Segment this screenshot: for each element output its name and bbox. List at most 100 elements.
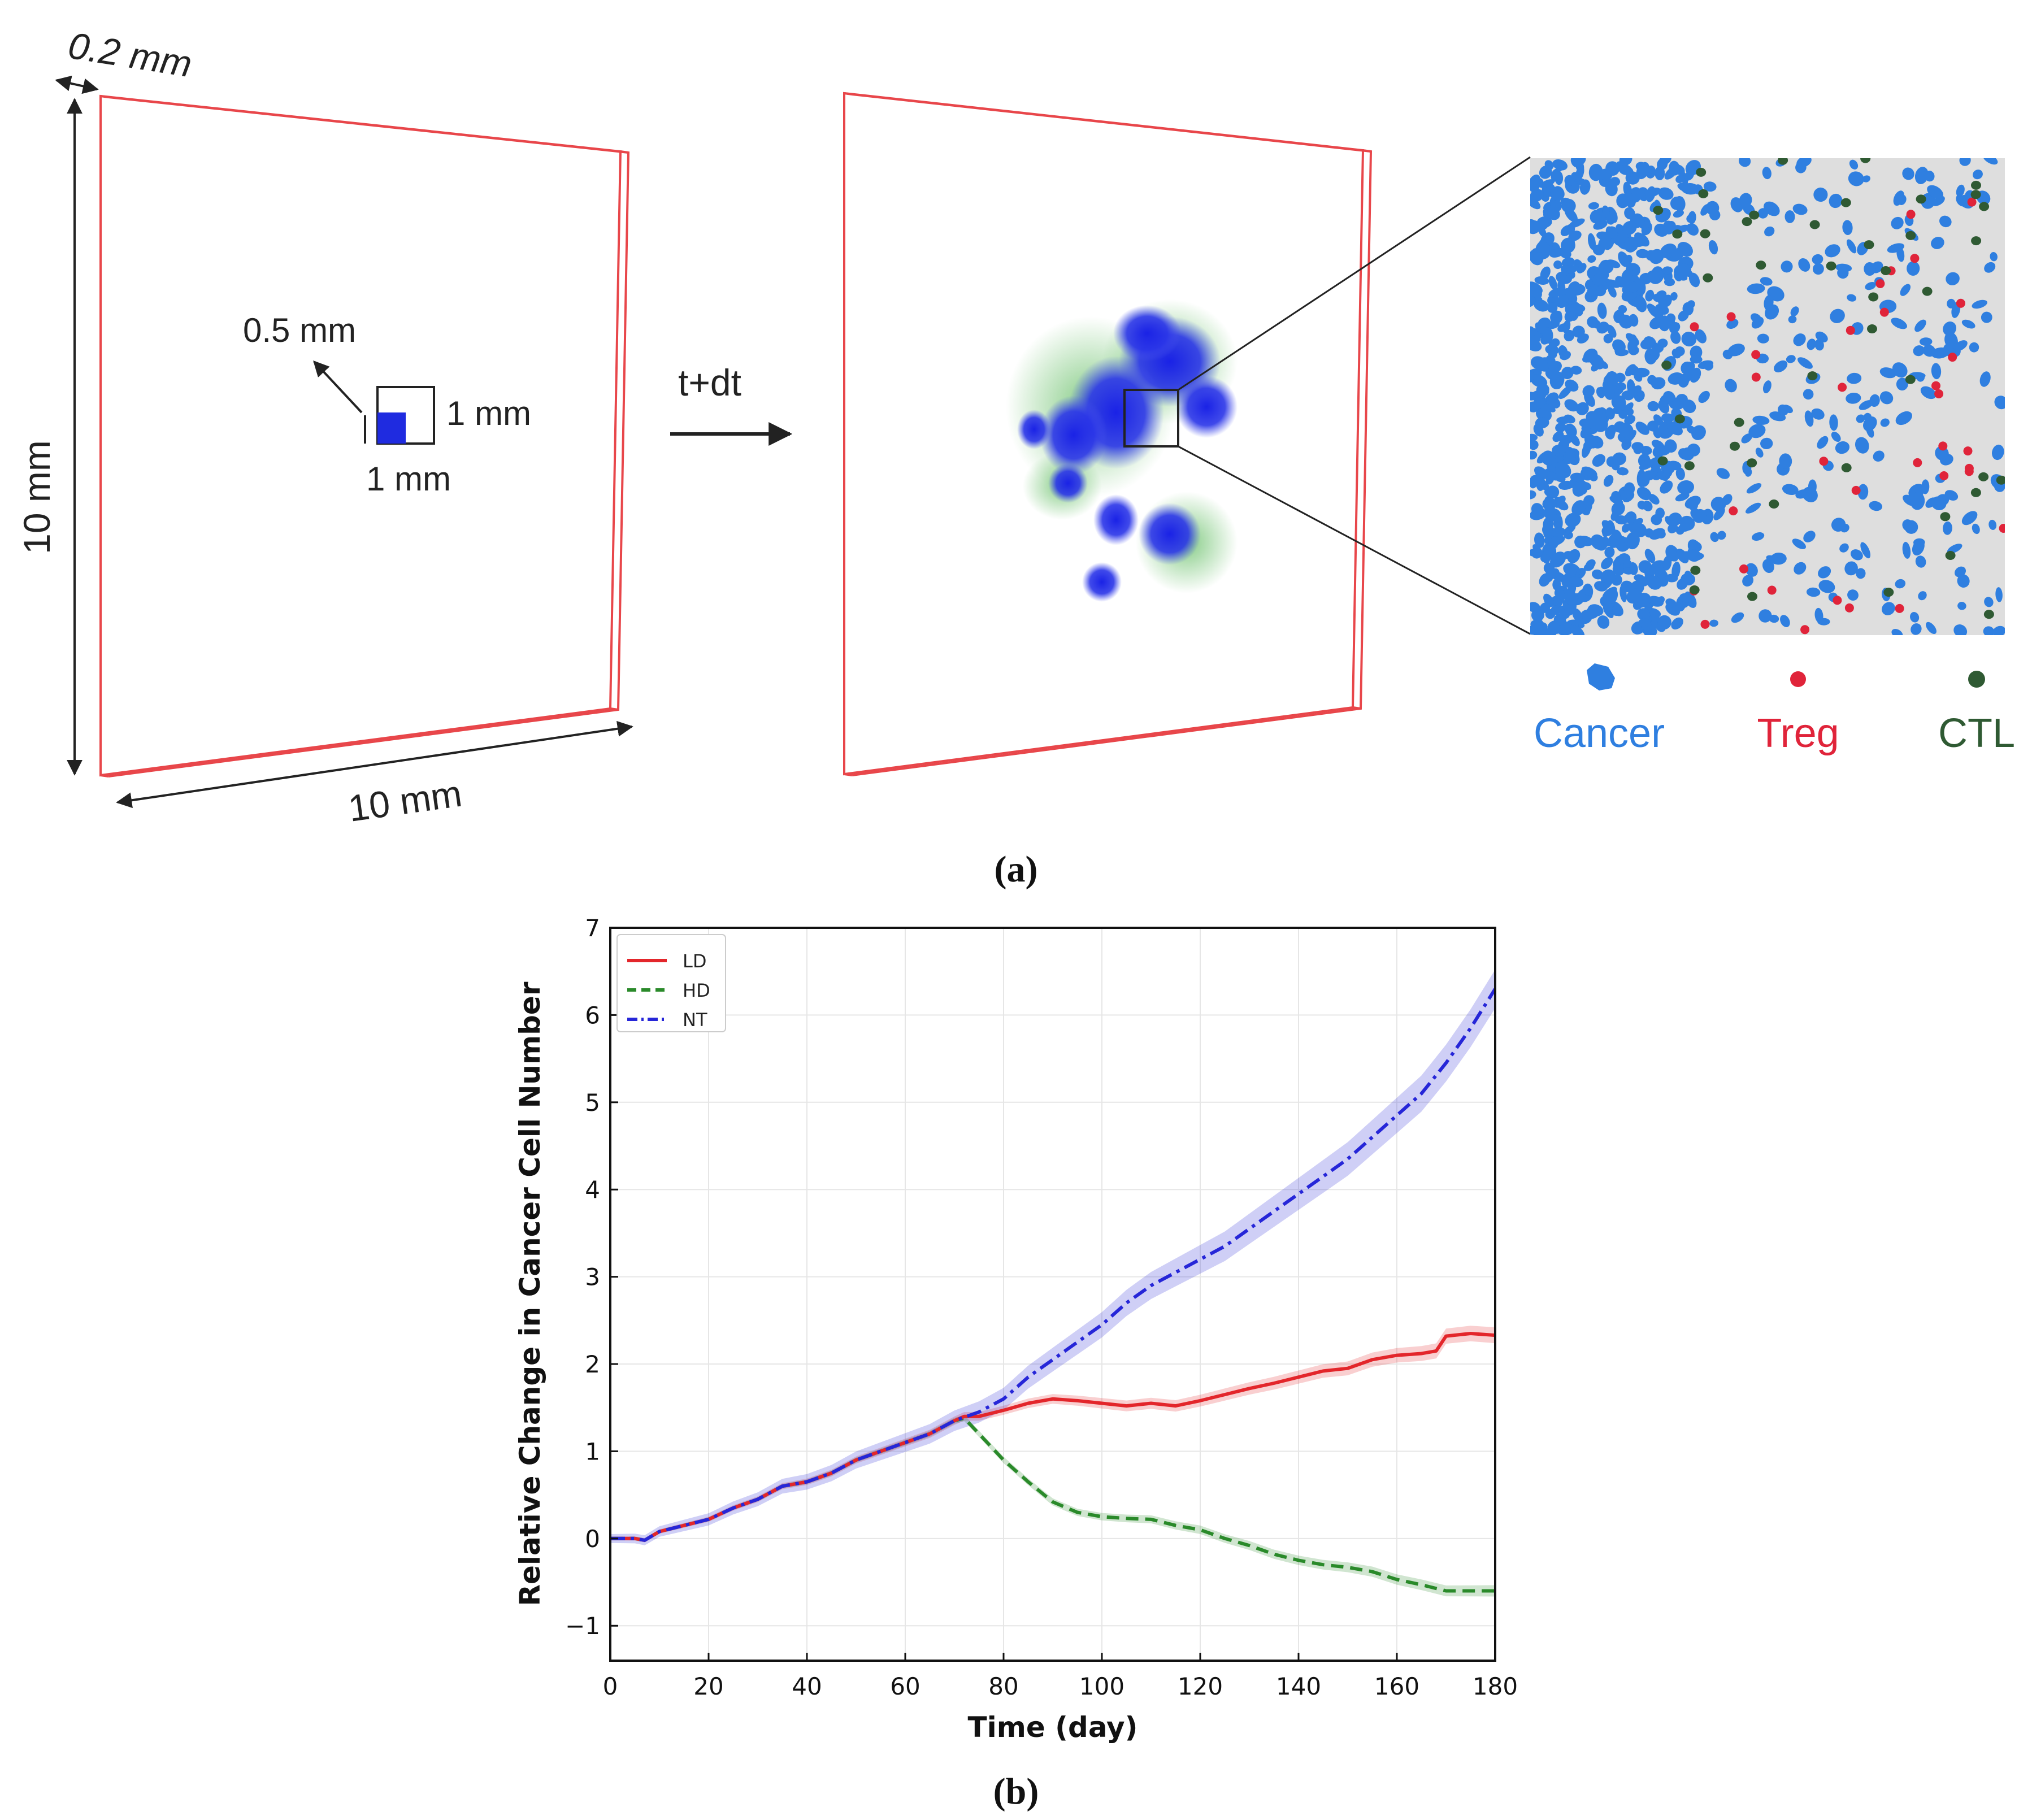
- inset-cancer-cell: [1746, 483, 1762, 494]
- inset-cancer-cell: [1561, 257, 1575, 268]
- inset-cancer-cell: [1583, 495, 1595, 506]
- inset-cancer-cell: [1550, 311, 1562, 324]
- inset-cancer-cell: [1939, 215, 1952, 228]
- inset-cancer-cell: [1556, 294, 1569, 307]
- inset-cancer-cell: [1815, 331, 1828, 342]
- inset-cancer-cell: [1825, 244, 1840, 258]
- inset-cancer-cell: [1596, 322, 1609, 334]
- treg-cell-icon: [1790, 671, 1806, 687]
- inset-cancer-cell: [1607, 259, 1621, 268]
- inset-cancer-cell: [1592, 273, 1605, 286]
- inset-cancer-cell: [1636, 190, 1647, 202]
- inset-cancer-cell: [1576, 402, 1589, 415]
- inset-cancer-cell: [1647, 575, 1662, 590]
- inset-cancer-cell: [1530, 490, 1536, 499]
- inset-cancer-cell: [1665, 598, 1677, 608]
- inset-cancer-cell: [1530, 392, 1538, 401]
- inset-cancer-cell: [1915, 555, 1926, 568]
- inset-cancer-cell: [1548, 361, 1562, 374]
- y-tick-label: −1: [565, 1612, 600, 1640]
- inset-cancer-cell: [1625, 511, 1637, 523]
- inset-cancer-cell: [1597, 615, 1610, 629]
- inset-cancer-cell: [1592, 454, 1606, 467]
- x-tick-label: 20: [693, 1673, 723, 1700]
- inset-cancer-cell: [1690, 355, 1703, 364]
- inset-cancer-cell: [1829, 414, 1838, 431]
- inset-cancer-cell: [1910, 612, 1920, 623]
- inset-cancer-cell: [1535, 240, 1547, 253]
- inset-cancer-cell: [1631, 442, 1644, 451]
- inset-cancer-cell: [1788, 315, 1797, 324]
- inset-cancer-cell: [1605, 279, 1621, 288]
- inset-cancer-cell: [1677, 578, 1688, 590]
- inset-treg-cell: [1875, 279, 1885, 288]
- inset-ctl-cell: [1883, 588, 1894, 597]
- inset-cancer-cell: [1607, 324, 1617, 338]
- time-step-arrow: t+dt: [670, 362, 793, 446]
- inset-cancer-cell: [1887, 243, 1905, 253]
- inset-ctl-cell: [1690, 566, 1701, 575]
- inset-cancer-cell: [1607, 226, 1618, 239]
- inset-cancer-cell: [1835, 441, 1850, 454]
- inset-cancer-cell: [1611, 395, 1626, 410]
- inset-treg-cell: [1838, 383, 1847, 392]
- inset-cancer-cell: [1659, 158, 1671, 165]
- inset-treg-cell: [1999, 524, 2005, 533]
- inset-cancer-cell: [1879, 367, 1896, 379]
- inset-cancer-cell: [1677, 183, 1692, 193]
- inset-cancer-cell: [1667, 461, 1682, 471]
- inset-cancer-cell: [1679, 593, 1692, 603]
- y-tick-label: 7: [585, 914, 600, 942]
- inset-treg-cell: [1879, 307, 1889, 317]
- inset-cancer-cell: [1926, 622, 1937, 635]
- inset-ctl-cell: [1905, 231, 1916, 240]
- y-tick-label: 0: [585, 1525, 600, 1553]
- inset-cancer-cell: [1956, 194, 1966, 207]
- inset-cancer-cell: [1533, 628, 1549, 635]
- inset-treg-cell: [1751, 372, 1761, 382]
- inset-cancer-cell: [1912, 539, 1925, 556]
- inset-cancer-cell: [1752, 532, 1765, 541]
- inset-cancer-cell: [1677, 242, 1693, 257]
- inset-cancer-cell: [1626, 588, 1643, 604]
- inset-cancer-cell: [1698, 390, 1710, 403]
- inset-cancer-cell: [1725, 379, 1737, 393]
- inset-cancer-cell: [1931, 196, 1945, 206]
- inset-cancer-cell: [1616, 382, 1627, 390]
- x-axis-label: Time (day): [968, 1711, 1138, 1744]
- inset-cancer-cell: [1860, 542, 1871, 559]
- inset-cancer-cell: [1873, 450, 1885, 462]
- inset-cancer-cell: [1682, 399, 1696, 414]
- inset-treg-cell: [1938, 441, 1948, 451]
- inset-treg-cell: [1846, 325, 1855, 335]
- inset-cancer-cell: [1549, 371, 1565, 389]
- inset-cancer-cell: [1570, 366, 1582, 375]
- ctl-cell-icon: [1968, 671, 1985, 688]
- inset-cancer-cell: [1689, 367, 1701, 383]
- inset-cancer-cell: [1552, 527, 1566, 537]
- inset-cancer-cell: [1764, 226, 1775, 237]
- inset-ctl-cell: [1684, 461, 1695, 471]
- inset-cancer-cell: [1587, 233, 1596, 250]
- inset-cancer-cell: [1671, 349, 1682, 359]
- inset-cancer-cell: [1648, 268, 1664, 284]
- inset-cancer-cell: [1755, 448, 1764, 458]
- inset-cancer-cell: [1568, 218, 1585, 228]
- inset-cancer-cell: [1919, 337, 1933, 346]
- inset-cancer-cell: [1813, 187, 1828, 202]
- inset-cancer-cell: [1535, 357, 1548, 372]
- inset-cancer-cell: [1692, 509, 1707, 523]
- inset-cancer-cell: [1547, 302, 1558, 313]
- zoom-inset: [1530, 158, 2005, 635]
- inset-ctl-cell: [1996, 475, 2005, 485]
- inset-cancer-cell: [1943, 321, 1956, 336]
- series-line-ld: [610, 1332, 1495, 1542]
- inset-cancer-cell: [1582, 385, 1595, 398]
- inset-cancer-cell: [1782, 484, 1799, 496]
- inset-cancer-cell: [1896, 377, 1908, 391]
- inset-ctl-cell: [1689, 585, 1700, 594]
- x-tick-label: 60: [890, 1673, 920, 1700]
- inset-cancer-cell: [1829, 193, 1843, 209]
- inset-cancer-cell: [1904, 520, 1918, 534]
- inset-cancer-cell: [1846, 239, 1857, 254]
